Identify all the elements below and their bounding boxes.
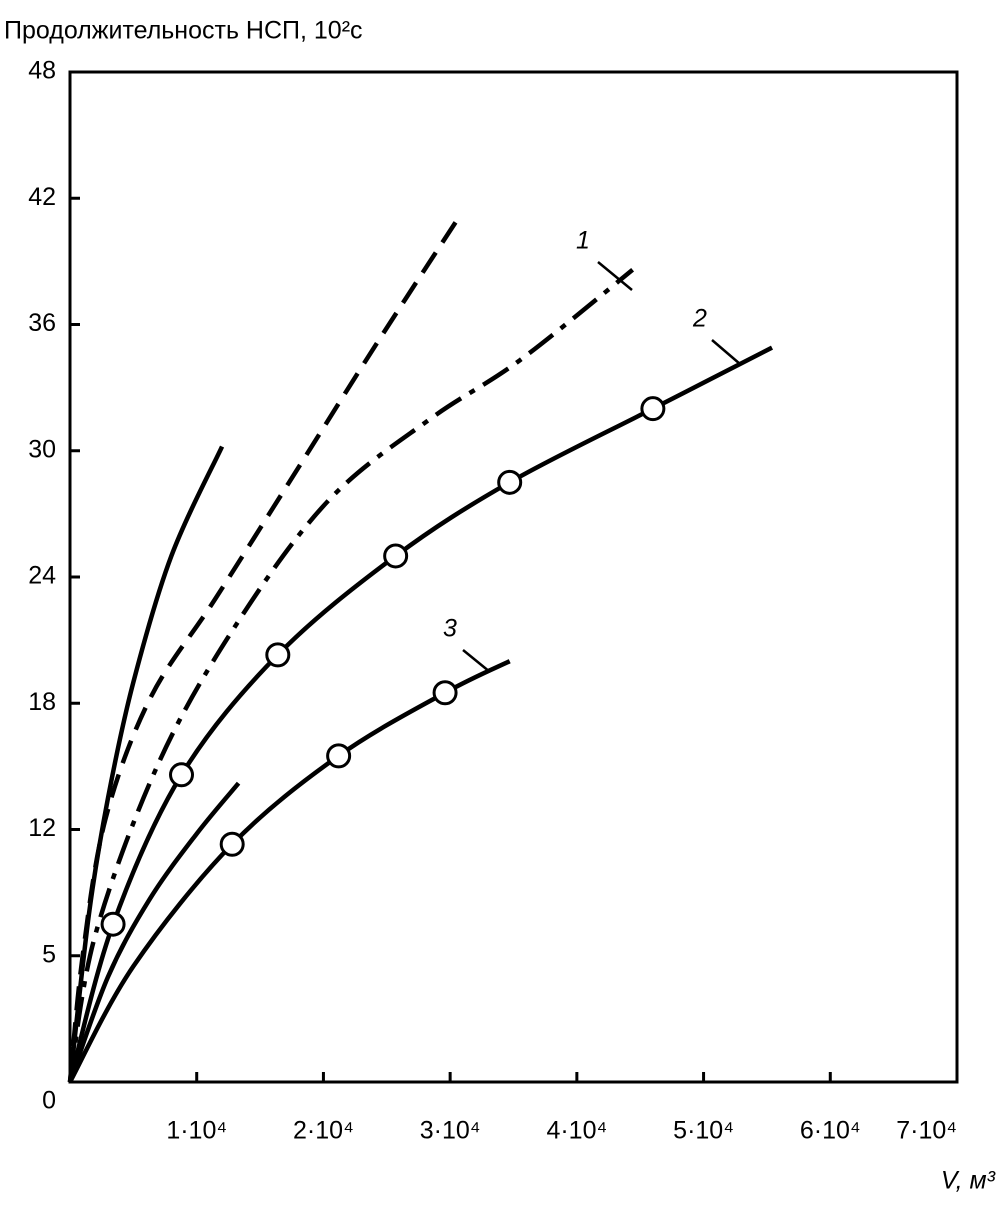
series-label: 2	[692, 305, 707, 333]
y-tick-label: 5	[42, 940, 56, 968]
data-marker	[100, 911, 126, 937]
y-tick-label: 0	[42, 1087, 56, 1115]
series-line	[67, 345, 774, 1083]
y-tick-label: 36	[28, 309, 56, 337]
data-marker	[326, 743, 352, 769]
x-tick-label: 6·10⁴	[800, 1117, 861, 1145]
series-line	[67, 781, 241, 1083]
label-leader	[462, 649, 491, 673]
data-marker	[265, 642, 291, 668]
x-tick-label: 1·10⁴	[166, 1117, 227, 1145]
x-tick-label: 2·10⁴	[293, 1117, 354, 1145]
y-axis-label: Продолжительность НСП, 10²с	[4, 17, 363, 45]
data-marker	[219, 831, 245, 857]
x-tick-label: 3·10⁴	[420, 1117, 481, 1145]
y-tick-label: 48	[28, 57, 56, 85]
y-tick-label: 30	[28, 435, 56, 463]
data-marker	[169, 762, 195, 788]
y-tick-label: 12	[28, 814, 56, 842]
label-leader	[711, 339, 741, 365]
y-tick-label: 42	[28, 183, 56, 211]
x-tick-label: 7·10⁴	[896, 1117, 957, 1145]
series-line	[67, 268, 635, 1083]
y-tick-label: 24	[28, 562, 56, 590]
data-marker	[432, 680, 458, 706]
label-leader	[597, 261, 633, 291]
series-line	[67, 213, 463, 1083]
plot-frame	[68, 70, 959, 1084]
data-marker	[640, 396, 666, 422]
series-label: 3	[443, 615, 457, 643]
series-label: 1	[576, 227, 590, 255]
y-tick-label: 18	[28, 688, 56, 716]
data-marker	[383, 543, 409, 569]
x-tick-label: 5·10⁴	[673, 1117, 734, 1145]
x-axis-label: V, м³	[941, 1167, 996, 1195]
data-marker	[497, 469, 523, 495]
x-tick-label: 4·10⁴	[546, 1117, 607, 1145]
